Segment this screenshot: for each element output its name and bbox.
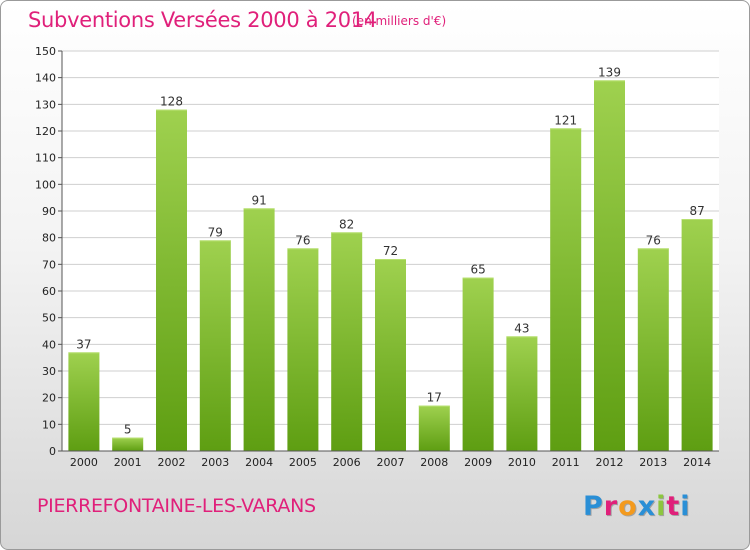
x-tick-label: 2014 (683, 456, 711, 469)
bar-value-label: 43 (514, 321, 529, 335)
bar-value-label: 139 (598, 65, 621, 79)
x-tick-label: 2013 (639, 456, 667, 469)
bar-value-label: 17 (427, 391, 442, 405)
bar-value-label: 128 (160, 95, 183, 109)
bar-value-label: 121 (554, 113, 577, 127)
y-tick-label: 120 (35, 125, 56, 138)
y-tick-label: 30 (42, 365, 56, 378)
y-tick-label: 20 (42, 392, 56, 405)
x-tick-label: 2011 (552, 456, 580, 469)
bar (331, 232, 363, 451)
bar (287, 248, 319, 451)
x-tick-label: 2004 (245, 456, 273, 469)
proxiti-logo: Proxiti (583, 491, 691, 522)
logo-letter: t (666, 491, 681, 522)
bar-value-label: 82 (339, 217, 354, 231)
bar-value-label: 91 (251, 193, 266, 207)
y-tick-label: 130 (35, 98, 56, 111)
bar-value-label: 5 (124, 423, 132, 437)
bar-value-label: 65 (470, 263, 485, 277)
commune-name: PIERREFONTAINE-LES-VARANS (37, 495, 316, 517)
logo-letter: i (680, 491, 691, 522)
y-tick-label: 100 (35, 178, 56, 191)
y-tick-label: 80 (42, 232, 56, 245)
bar-value-label: 37 (76, 337, 91, 351)
x-tick-label: 2006 (333, 456, 361, 469)
bar (243, 208, 275, 451)
bar (594, 80, 625, 451)
y-tick-label: 70 (42, 258, 56, 271)
bar-value-label: 79 (208, 225, 223, 239)
bar (112, 437, 144, 451)
logo-letter: x (637, 491, 657, 522)
y-tick-label: 90 (42, 205, 56, 218)
bar-value-label: 76 (646, 233, 661, 247)
data-labels: 37 5 128 79 91 76 82 72 17 65 43 121 139 76 87 (76, 65, 704, 436)
x-tick-label: 2001 (114, 456, 142, 469)
chart-title: Subventions Versées 2000 à 2014 (28, 8, 377, 32)
chart-subtitle: (en milliers d'€) (352, 14, 447, 28)
y-tick-label: 40 (42, 338, 56, 351)
x-tick-label: 2007 (377, 456, 405, 469)
y-tick-label: 150 (35, 45, 56, 58)
bar (462, 277, 494, 451)
logo-letter: P (583, 491, 604, 522)
y-axis: 0 10 20 30 40 50 60 70 80 90 100 110 120 130 140 150 (35, 45, 63, 458)
bar-value-label: 87 (689, 204, 704, 218)
x-tick-label: 2010 (508, 456, 536, 469)
bar (199, 240, 231, 451)
x-tick-label: 2009 (464, 456, 492, 469)
bars (68, 80, 713, 452)
x-tick-label: 2003 (201, 456, 229, 469)
bar-value-label: 76 (295, 233, 310, 247)
logo-letter: i (656, 491, 667, 522)
y-tick-label: 140 (35, 72, 56, 85)
x-tick-label: 2000 (70, 456, 98, 469)
bar (418, 405, 450, 451)
logo-letter: r (603, 491, 619, 522)
y-tick-label: 110 (35, 152, 56, 165)
bar (375, 259, 406, 451)
bar (637, 248, 669, 451)
y-tick-label: 0 (49, 445, 56, 458)
bar (156, 109, 187, 452)
bar (506, 336, 538, 451)
x-tick-label: 2008 (420, 456, 448, 469)
bar (68, 352, 100, 451)
x-tick-label: 2012 (596, 456, 624, 469)
x-tick-label: 2002 (158, 456, 186, 469)
y-tick-label: 10 (42, 418, 56, 431)
bar (550, 128, 582, 451)
bar (681, 219, 713, 451)
x-tick-label: 2005 (289, 456, 317, 469)
x-axis: 2000 2001 2002 2003 2004 2005 2006 2007 2008 2009… (62, 450, 719, 469)
y-tick-label: 50 (42, 312, 56, 325)
logo-letter: o (618, 491, 638, 522)
y-tick-label: 60 (42, 285, 56, 298)
bar-value-label: 72 (383, 244, 398, 258)
